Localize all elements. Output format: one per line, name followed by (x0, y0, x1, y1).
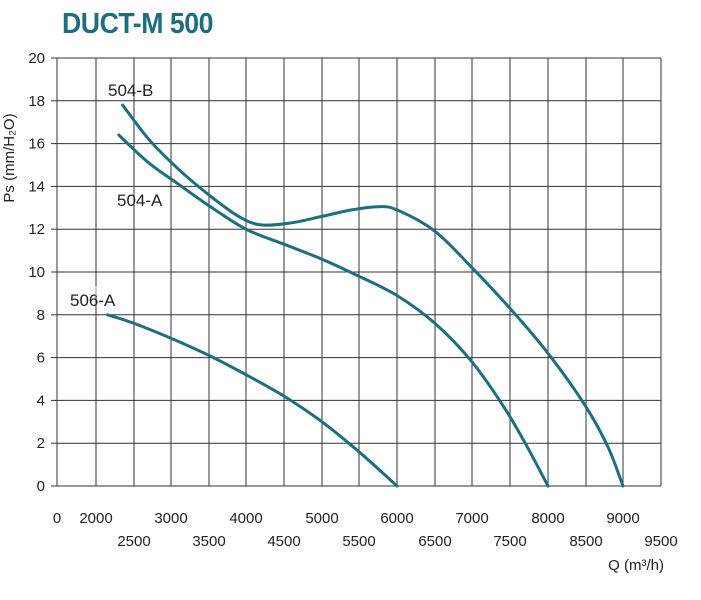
y-axis-title: Ps (mm/H₂O) (1, 113, 18, 202)
x-tick-label: 3000 (154, 510, 187, 527)
x-tick-label: 6000 (380, 510, 413, 527)
grid (51, 57, 662, 487)
x-tick-label: 8500 (569, 533, 602, 550)
y-tick-label: 6 (37, 350, 45, 367)
y-tick-label: 20 (28, 50, 45, 67)
series-label-504-b: 504-B (108, 81, 153, 100)
x-tick-label: 5500 (342, 533, 375, 550)
x-tick-label: 2500 (117, 533, 150, 550)
curve-506-a (105, 313, 399, 488)
x-tick-label: 3500 (192, 533, 225, 550)
x-tick-label: 7000 (455, 510, 488, 527)
x-axis-title: Q (m³/h) (608, 557, 664, 574)
series-label-504-a: 504-A (117, 191, 163, 210)
x-tick-label: 5000 (305, 510, 338, 527)
x-tick-label: 9500 (644, 533, 677, 550)
x-tick-label: 0 (53, 510, 61, 527)
x-tick-label: 8000 (531, 510, 564, 527)
x-tick-label: 6500 (418, 533, 451, 550)
x-tick-label: 2000 (79, 510, 112, 527)
y-tick-label: 2 (37, 435, 45, 452)
x-tick-label: 7500 (493, 533, 526, 550)
x-tick-label: 4500 (267, 533, 300, 550)
y-tick-label: 16 (28, 136, 45, 153)
chart-title: DUCT-M 500 (62, 8, 214, 40)
curve-504-a (117, 133, 550, 488)
series-label-506-a: 506-A (70, 291, 116, 310)
performance-curves (105, 103, 625, 488)
x-tick-label: 9000 (606, 510, 639, 527)
y-tick-label: 14 (28, 178, 45, 195)
y-tick-label: 18 (28, 93, 45, 110)
y-tick-label: 10 (28, 264, 45, 281)
curve-504-b (121, 103, 625, 488)
y-tick-label: 4 (37, 392, 45, 409)
series-labels: 504-B 504-A 506-A (70, 81, 163, 310)
y-tick-label: 8 (37, 307, 45, 324)
y-tick-label: 0 (37, 478, 45, 495)
x-tick-label: 4000 (229, 510, 262, 527)
y-tick-label: 12 (28, 221, 45, 238)
